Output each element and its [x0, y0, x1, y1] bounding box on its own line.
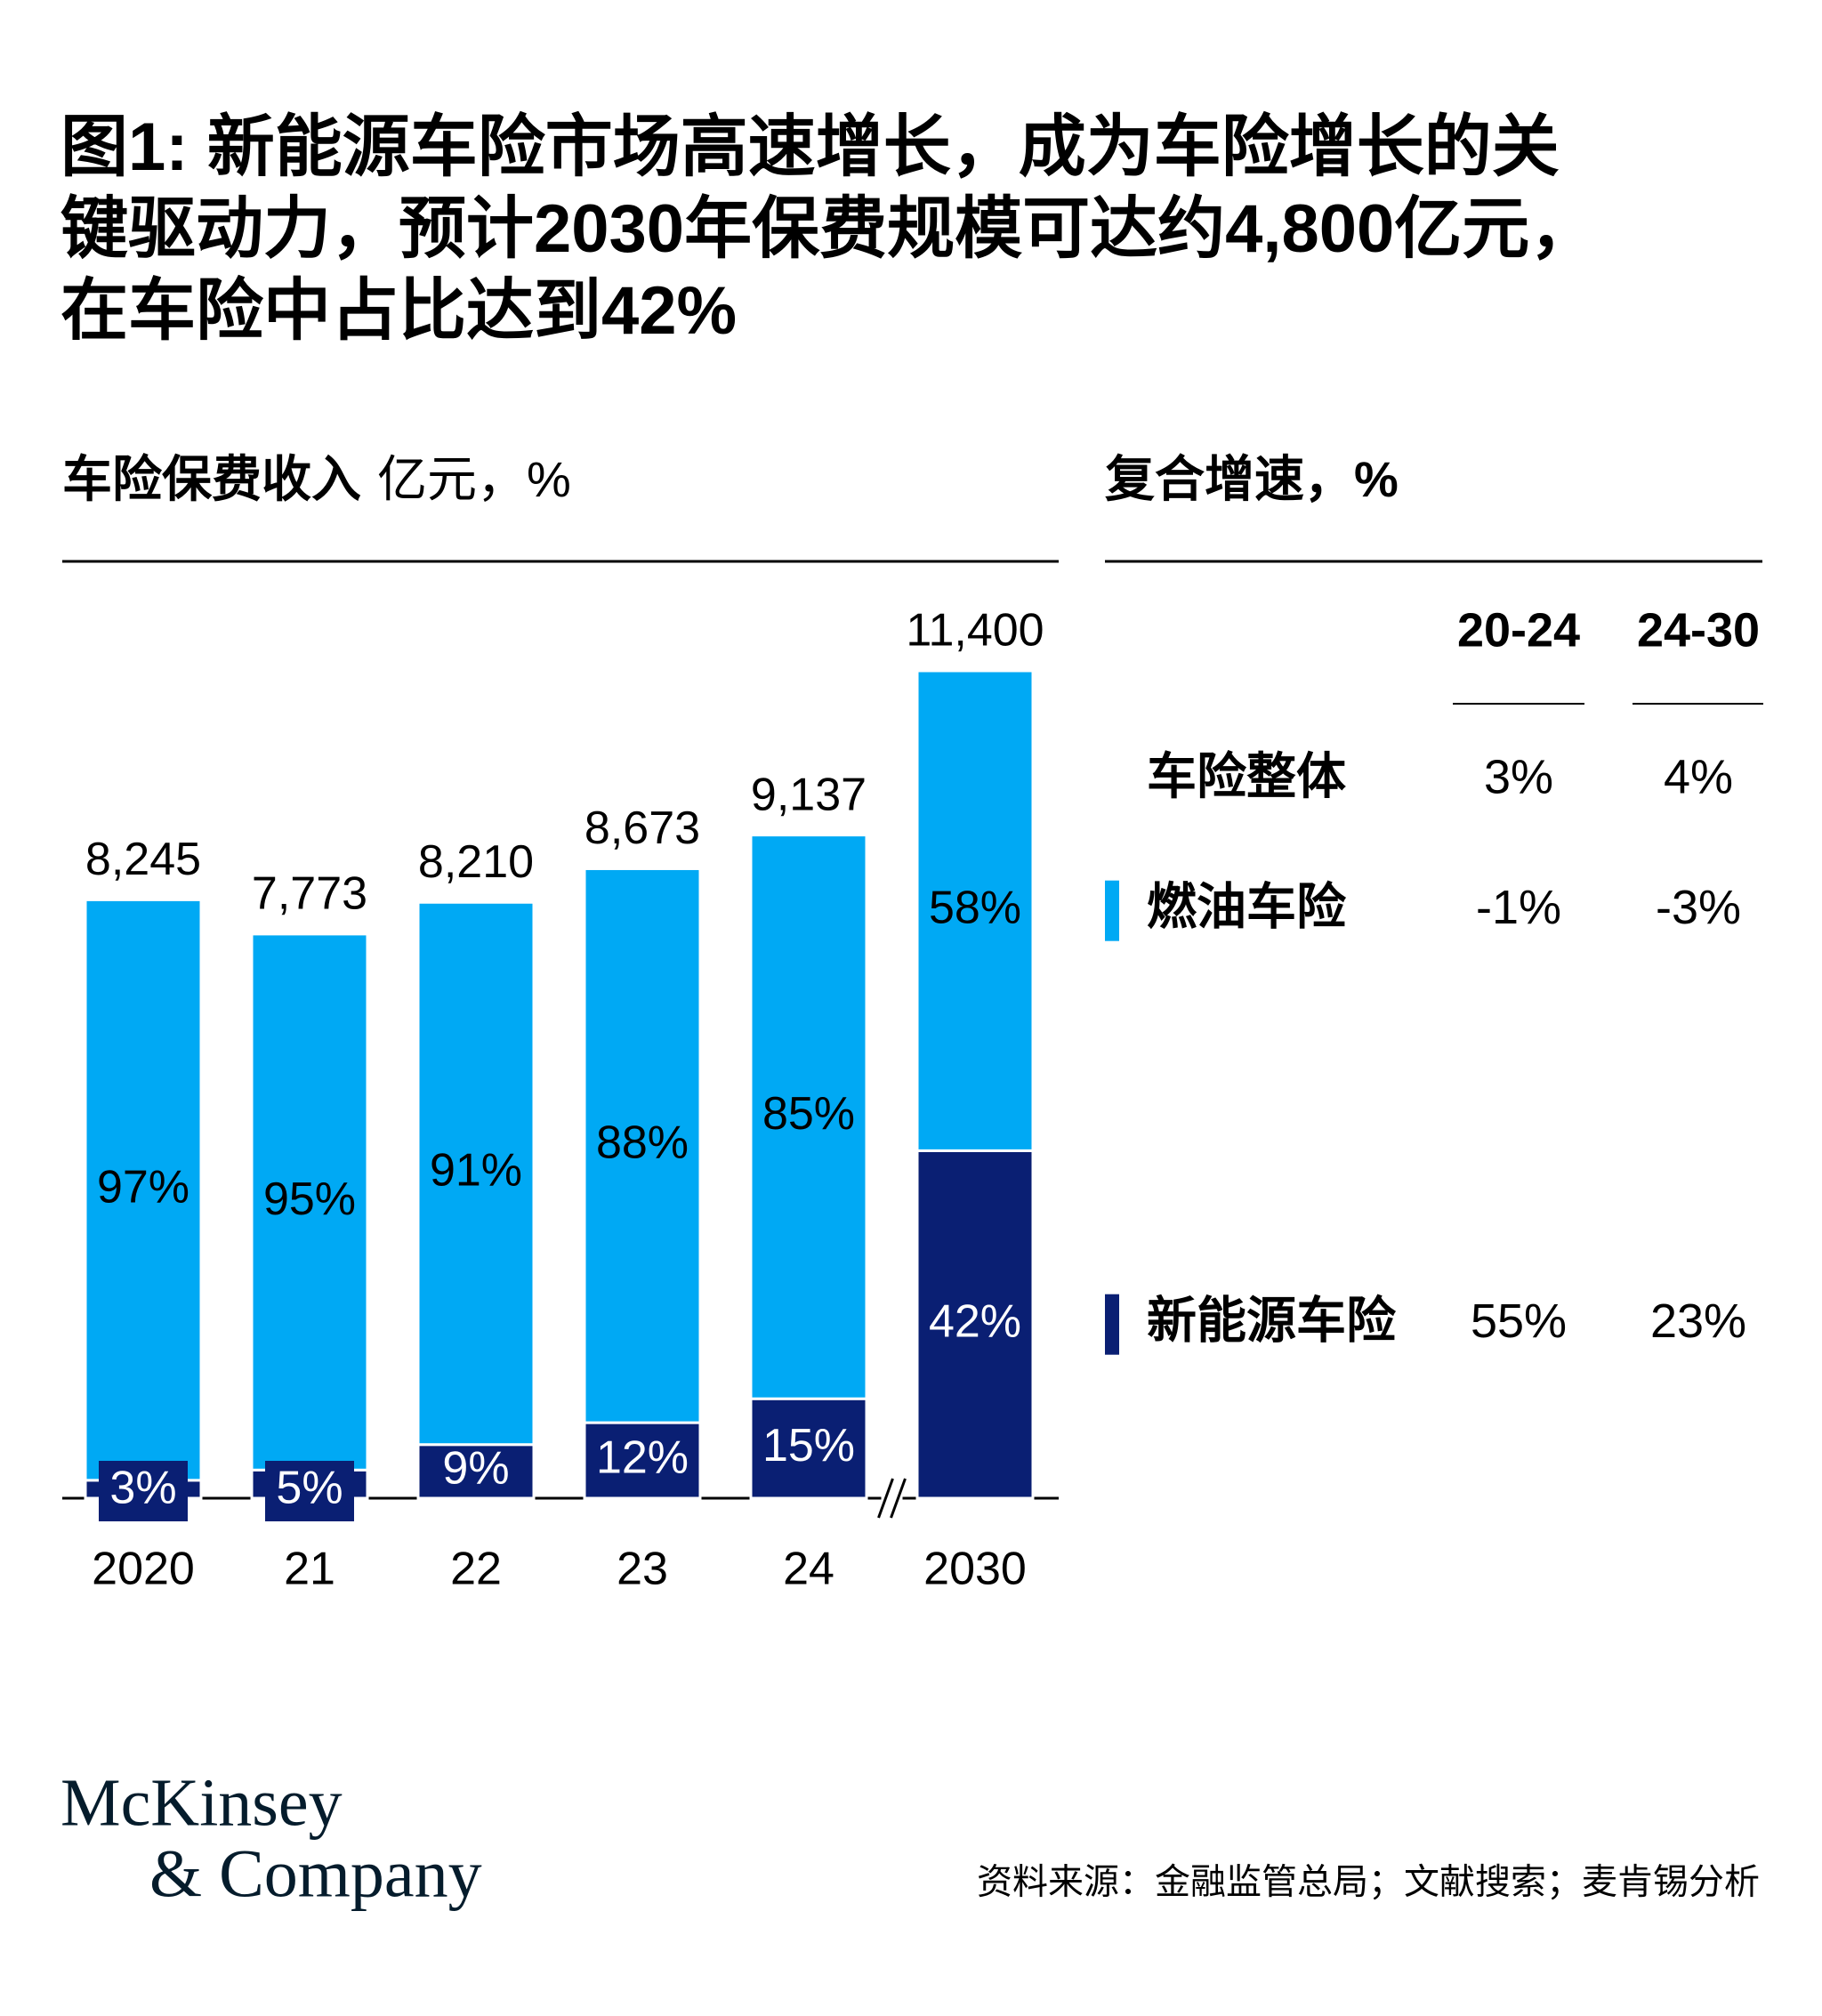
- page-title: 键驱动力，预计2030年保费规模可达约4,800亿元，: [60, 191, 1597, 267]
- cagr-value: 23%: [1650, 1294, 1746, 1348]
- table-title: 复合增速，%: [1105, 451, 1399, 507]
- data-label: 88%: [596, 1117, 689, 1169]
- data-label: 15%: [762, 1420, 855, 1472]
- cagr-value: -3%: [1656, 881, 1741, 934]
- x-tick-label: 22: [450, 1544, 502, 1595]
- bar-segment: [416, 900, 536, 1447]
- data-label: 5%: [276, 1463, 343, 1514]
- unit: 亿元，%: [377, 451, 571, 507]
- x-tick-label: 21: [284, 1544, 335, 1595]
- total-label: 8,210: [418, 836, 534, 888]
- bar-segment: [749, 1397, 868, 1500]
- legend-label: 燃油车险: [1147, 878, 1347, 934]
- total-label: 9,137: [751, 769, 867, 820]
- data-label: 91%: [430, 1145, 522, 1197]
- logo: & Company: [149, 1836, 482, 1911]
- bar-segment: [749, 834, 868, 1400]
- total-label: 7,773: [252, 868, 367, 920]
- cagr-value: -1%: [1476, 881, 1561, 934]
- cagr-value: 4%: [1664, 750, 1733, 803]
- data-label: 85%: [762, 1088, 855, 1140]
- bar-segment: [583, 867, 702, 1424]
- data-label: 9%: [442, 1443, 509, 1495]
- column-header: 20-24: [1457, 603, 1580, 657]
- total-label: 8,245: [85, 834, 201, 885]
- bar-segment: [915, 1149, 1035, 1500]
- bar-segment: [84, 898, 203, 1482]
- column-header: 24-30: [1637, 603, 1760, 657]
- data-label: 42%: [929, 1295, 1021, 1347]
- x-tick-label: 24: [783, 1544, 834, 1595]
- total-label: 8,673: [584, 802, 700, 854]
- data-label: 97%: [97, 1161, 189, 1213]
- data-label: 58%: [929, 882, 1021, 933]
- chart-title: 车险保费收入: [62, 451, 361, 507]
- source: 资料来源：金融监管总局；文献搜索；麦肯锡分析: [977, 1863, 1760, 1902]
- axis-break: [877, 1478, 894, 1519]
- page-title: 在车险中占比达到42%: [60, 273, 737, 349]
- data-label: 3%: [109, 1463, 176, 1514]
- x-tick-label: 2030: [923, 1544, 1027, 1595]
- x-tick-label: 2020: [92, 1544, 195, 1595]
- data-label: 12%: [596, 1431, 689, 1483]
- cagr-value: 55%: [1471, 1294, 1567, 1348]
- legend-label: 新能源车险: [1147, 1292, 1397, 1348]
- row-label: 车险整体: [1147, 748, 1346, 804]
- data-label: 95%: [263, 1173, 356, 1225]
- logo: McKinsey: [60, 1765, 343, 1840]
- chart-subtitle: 车险保费收入 亿元，%: [62, 451, 571, 507]
- bar-segment: [583, 1421, 702, 1500]
- x-tick-label: 23: [617, 1544, 668, 1595]
- label-box: [99, 1461, 188, 1521]
- legend-swatch: [1105, 880, 1119, 941]
- bar-segment: [416, 1443, 536, 1500]
- page-title: 图1: 新能源车险市场高速增长，成为车险增长的关: [60, 109, 1560, 185]
- cagr-value: 3%: [1484, 750, 1553, 803]
- axis-break: [890, 1478, 907, 1519]
- bar-segment: [250, 932, 369, 1472]
- bar-segment: [915, 669, 1035, 1152]
- total-label: 11,400: [906, 605, 1044, 657]
- legend-swatch: [1105, 1294, 1119, 1355]
- label-box: [265, 1461, 354, 1521]
